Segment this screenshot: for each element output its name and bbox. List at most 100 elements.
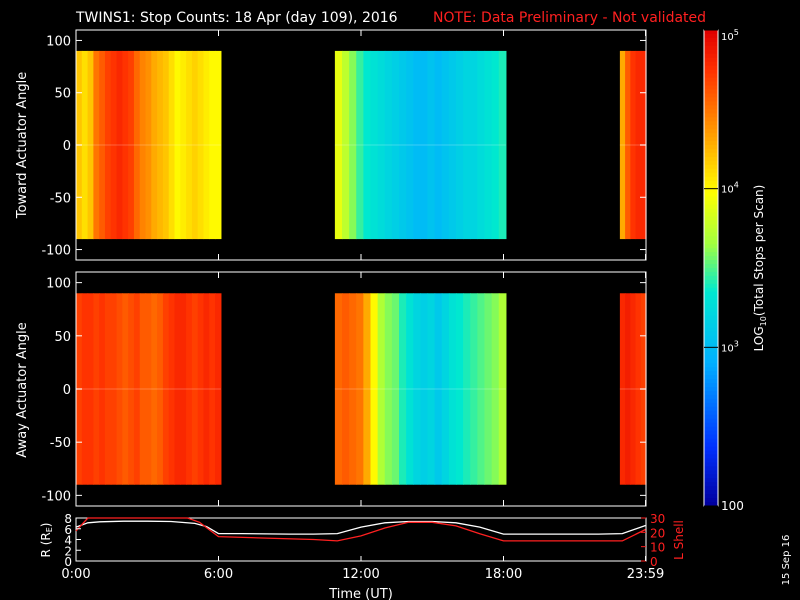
heatmap-cell xyxy=(456,293,464,485)
colorbar-swatch xyxy=(704,220,718,225)
heatmap-cell xyxy=(87,293,94,485)
heatmap-cell xyxy=(441,50,450,240)
heatmap-cell xyxy=(630,50,637,240)
radius-ylabel: R (RE) xyxy=(39,523,54,558)
heatmap-cell xyxy=(162,50,170,240)
heatmap-cell xyxy=(399,50,407,240)
heatmap-cell xyxy=(384,293,393,485)
heatmap-cell xyxy=(174,50,181,240)
heatmap-cell xyxy=(349,50,357,240)
y-tick-label: -50 xyxy=(50,436,71,451)
heatmap-cell xyxy=(157,293,164,485)
colorbar-swatch xyxy=(704,454,718,459)
colorbar-tick-label: 100 xyxy=(721,499,744,513)
y-tick-label-left: 4 xyxy=(64,534,72,548)
y-tick-label: 50 xyxy=(54,330,71,345)
y-tick-label: 100 xyxy=(46,34,71,49)
heatmap-cell xyxy=(151,50,158,240)
x-tick-label: 12:00 xyxy=(342,567,379,582)
heatmap-cell xyxy=(116,50,123,240)
heatmap-cell xyxy=(470,293,478,485)
heatmap-cell xyxy=(186,50,193,240)
colorbar-swatch xyxy=(704,371,718,376)
colorbar-swatch xyxy=(704,244,718,249)
colorbar-tick-label: 104 xyxy=(721,181,739,196)
colorbar-swatch xyxy=(704,295,718,301)
heatmap-cell xyxy=(342,50,350,240)
colorbar-swatch xyxy=(704,41,718,47)
heatmap-cell xyxy=(162,293,170,485)
heatmap-cell xyxy=(168,293,176,485)
y-tick-label: 0 xyxy=(63,383,71,398)
heatmap-cell xyxy=(122,293,129,485)
colorbar-swatch xyxy=(704,200,718,206)
colorbar-swatch xyxy=(704,188,718,194)
colorbar-swatch xyxy=(704,65,718,71)
radius-line xyxy=(75,520,646,535)
heatmap-cell xyxy=(477,50,486,240)
heatmap-cell xyxy=(491,50,500,240)
heatmap-cell xyxy=(630,293,637,485)
heatmap-cell xyxy=(209,50,216,240)
colorbar-swatch xyxy=(704,172,718,178)
colorbar-swatch xyxy=(704,466,718,471)
heatmap-cell xyxy=(180,50,187,240)
colorbar-swatch xyxy=(704,232,718,237)
heatmap-cell xyxy=(145,50,152,240)
colorbar-swatch xyxy=(704,109,718,114)
y-tick-label: 0 xyxy=(63,139,71,154)
heatmap-cell xyxy=(434,293,443,485)
heatmap-cell xyxy=(197,293,205,485)
colorbar-swatch xyxy=(704,89,718,94)
y-tick-label: -50 xyxy=(50,191,71,206)
colorbar-swatch xyxy=(704,394,718,400)
colorbar-swatch xyxy=(704,339,718,344)
heatmap-cell xyxy=(635,293,642,485)
colorbar-swatch xyxy=(704,490,718,495)
colorbar-swatch xyxy=(704,212,718,217)
heatmap-cell xyxy=(413,50,421,240)
colorbar-swatch xyxy=(704,121,718,126)
colorbar-swatch xyxy=(704,184,718,190)
y-tick-label: 100 xyxy=(46,277,71,292)
x-tick-label: 6:00 xyxy=(204,567,233,582)
colorbar-swatch xyxy=(704,470,718,475)
colorbar-swatch xyxy=(704,363,718,368)
colorbar-swatch xyxy=(704,152,718,158)
y-tick-label: 50 xyxy=(54,87,71,102)
y-tick-label-left: 8 xyxy=(64,512,72,526)
colorbar-swatch xyxy=(704,402,718,408)
heatmap-cell xyxy=(215,293,222,485)
colorbar-swatch xyxy=(704,101,718,106)
heatmap-cell xyxy=(448,50,457,240)
heatmap-cell xyxy=(215,50,222,240)
colorbar-swatch xyxy=(704,307,718,313)
colorbar-swatch xyxy=(704,85,718,90)
heatmap-cell xyxy=(470,50,478,240)
footer-date: 15 Sep 16 xyxy=(781,535,792,586)
colorbar-swatch xyxy=(704,204,718,209)
away-actuator-panel: 100 50 0 -50 -100 xyxy=(41,271,647,507)
heatmap-cell xyxy=(498,293,507,485)
colorbar-swatch xyxy=(704,149,718,154)
colorbar-swatch xyxy=(704,49,718,55)
heatmap-cell xyxy=(87,50,94,240)
colorbar-swatch xyxy=(704,458,718,463)
colorbar-swatch xyxy=(704,252,718,257)
heatmap-cell xyxy=(356,50,364,240)
colorbar-swatch xyxy=(704,73,718,79)
colorbar-swatch xyxy=(704,383,718,388)
heatmap-cell xyxy=(81,50,89,240)
y-tick-label: -100 xyxy=(41,244,71,259)
colorbar-swatch xyxy=(704,462,718,467)
heatmap-cell xyxy=(209,293,216,485)
colorbar-swatch xyxy=(704,240,718,245)
colorbar-tick-label: 105 xyxy=(721,28,739,43)
colorbar-swatch xyxy=(704,256,718,261)
colorbar-swatch xyxy=(704,410,718,416)
colorbar-swatch xyxy=(704,176,718,182)
colorbar-swatch xyxy=(704,414,718,420)
heatmap-cell xyxy=(463,293,471,485)
